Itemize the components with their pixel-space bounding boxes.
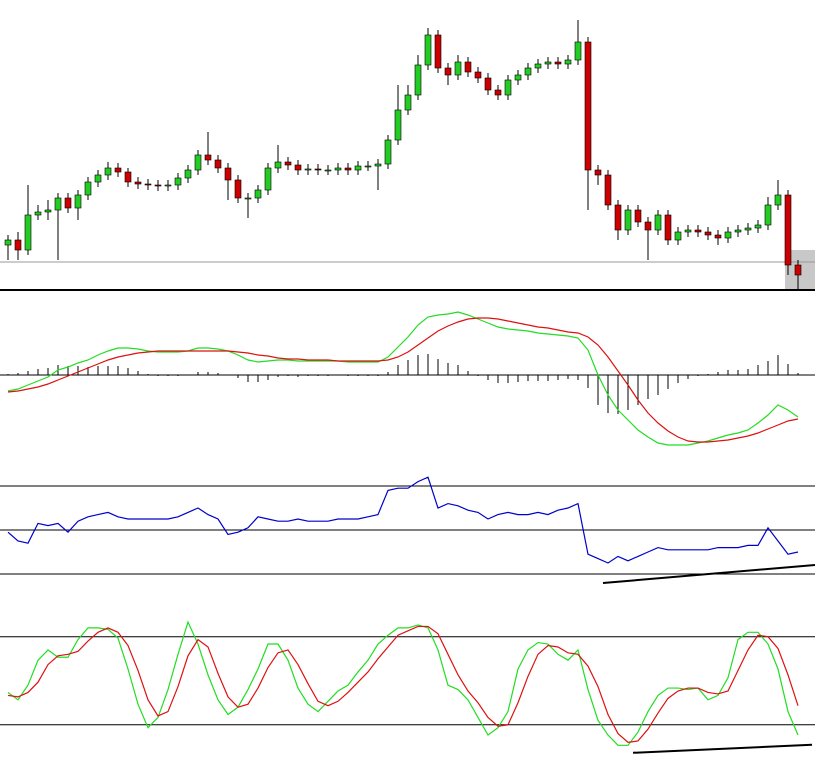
candle-body: [144, 183, 152, 186]
candle-body: [724, 231, 732, 239]
candle-body: [154, 184, 162, 187]
candle-body: [794, 264, 802, 276]
candle-body: [244, 197, 252, 200]
candle-body: [124, 171, 132, 183]
trend-line: [632, 743, 813, 754]
candle-body: [614, 204, 622, 231]
indicator-line: [7, 476, 799, 564]
candle-body: [184, 169, 192, 179]
candle-body: [294, 164, 302, 171]
candle-body: [204, 154, 212, 161]
candle-body: [714, 234, 722, 239]
candle-body: [624, 209, 632, 231]
candle-body: [644, 221, 652, 231]
candle-body: [494, 89, 502, 96]
candle-body: [14, 239, 22, 251]
candle-body: [44, 209, 52, 213]
indicator-line: [7, 317, 799, 443]
candle-body: [754, 224, 762, 229]
candle-body: [104, 167, 112, 176]
candle-body: [734, 229, 742, 233]
candle-body: [314, 168, 322, 171]
candle-body: [54, 197, 62, 211]
candle-body: [84, 181, 92, 196]
indicator-line: [7, 625, 799, 744]
candle-body: [514, 74, 522, 81]
candle-body: [524, 67, 532, 76]
candle-body: [374, 163, 382, 167]
candle-body: [234, 179, 242, 199]
candle-body: [654, 214, 662, 231]
candle-body: [264, 167, 272, 191]
candle-body: [684, 229, 692, 233]
candle-body: [504, 79, 512, 96]
candle-body: [304, 168, 312, 171]
candle-body: [224, 167, 232, 181]
candle-body: [784, 194, 792, 266]
candle-body: [454, 61, 462, 76]
trend-line: [602, 563, 815, 585]
candle-body: [764, 204, 772, 226]
candle-body: [634, 209, 642, 223]
candle-body: [134, 181, 142, 185]
candle-body: [334, 167, 342, 171]
candle-body: [4, 239, 12, 246]
candle-body: [434, 34, 442, 69]
candle-body: [604, 174, 612, 206]
candle-body: [114, 167, 122, 173]
candle-body: [194, 154, 202, 171]
candle-body: [164, 184, 172, 187]
candle-body: [64, 197, 72, 209]
candle-body: [484, 77, 492, 91]
candle-body: [214, 159, 222, 169]
candle-body: [574, 41, 582, 61]
candle-body: [344, 167, 352, 171]
candle-body: [594, 169, 602, 176]
candle-body: [254, 189, 262, 199]
candle-body: [284, 161, 292, 166]
candle-body: [174, 177, 182, 186]
candle-body: [404, 94, 412, 111]
candle-body: [414, 64, 422, 96]
candle-body: [384, 139, 392, 165]
candle-body: [94, 174, 102, 183]
candle-body: [744, 227, 752, 231]
candle-body: [554, 61, 562, 65]
candle-body: [584, 41, 592, 171]
candle-body: [324, 169, 332, 172]
candle-body: [354, 165, 362, 171]
candle-body: [674, 231, 682, 241]
indicator-line: [7, 620, 799, 746]
candle-body: [24, 214, 32, 251]
candle-body: [394, 109, 402, 141]
candle-body: [274, 161, 282, 169]
candle-body: [664, 214, 672, 241]
candle-body: [74, 194, 82, 209]
candle-body: [464, 61, 472, 73]
candle-body: [34, 211, 42, 216]
indicator-line: [7, 311, 799, 446]
candle-body: [774, 194, 782, 206]
candle-body: [544, 61, 552, 65]
candle-body: [424, 34, 432, 66]
candle-body: [704, 231, 712, 236]
candle-body: [474, 71, 482, 79]
candle-body: [444, 67, 452, 76]
candle-body: [564, 59, 572, 65]
candle-body: [694, 229, 702, 233]
candle-body: [534, 63, 542, 69]
candle-body: [364, 165, 372, 168]
